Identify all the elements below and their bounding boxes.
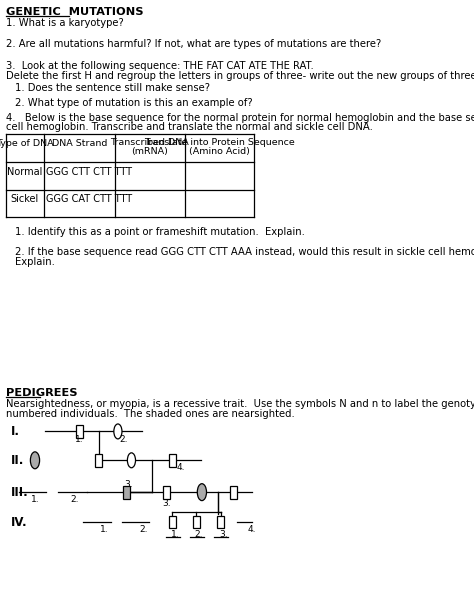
Text: 4.: 4.: [248, 525, 256, 534]
Text: 3.: 3.: [219, 530, 228, 539]
Bar: [76, 425, 83, 438]
Text: 3.: 3.: [124, 480, 133, 489]
Text: III.: III.: [11, 485, 29, 498]
Text: (Amino Acid): (Amino Acid): [189, 147, 250, 156]
Text: Translate into Protein Sequence: Translate into Protein Sequence: [144, 138, 295, 147]
Text: 1. Does the sentence still make sense?: 1. Does the sentence still make sense?: [16, 83, 210, 93]
Text: GGG CAT CTT TTT: GGG CAT CTT TTT: [46, 194, 132, 205]
Text: 2.: 2.: [119, 435, 128, 444]
Text: cell hemoglobin. Transcribe and translate the normal and sickle cell DNA.: cell hemoglobin. Transcribe and translat…: [6, 122, 373, 132]
Ellipse shape: [114, 424, 122, 439]
Text: PEDIGREES: PEDIGREES: [6, 387, 77, 398]
Text: Normal: Normal: [7, 167, 42, 177]
Text: 1. Identify this as a point or frameshift mutation.  Explain.: 1. Identify this as a point or frameshif…: [16, 227, 305, 237]
Bar: [169, 516, 176, 528]
Text: Delete the first H and regroup the letters in groups of three- write out the new: Delete the first H and regroup the lette…: [6, 71, 474, 81]
Text: 2. What type of mutation is this an example of?: 2. What type of mutation is this an exam…: [16, 98, 253, 108]
Text: 1. What is a karyotype?: 1. What is a karyotype?: [6, 18, 123, 28]
Bar: [163, 485, 170, 498]
Text: 3.  Look at the following sequence: THE FAT CAT ATE THE RAT.: 3. Look at the following sequence: THE F…: [6, 61, 313, 71]
Text: 4.   Below is the base sequence for the normal protein for normal hemoglobin and: 4. Below is the base sequence for the no…: [6, 113, 474, 123]
Bar: [193, 516, 200, 528]
Text: Explain.: Explain.: [16, 257, 55, 267]
Text: 2.: 2.: [195, 530, 203, 539]
Text: II.: II.: [11, 454, 25, 467]
Text: GENETIC  MUTATIONS: GENETIC MUTATIONS: [6, 7, 143, 17]
Text: I.: I.: [11, 425, 20, 438]
Ellipse shape: [30, 452, 40, 469]
Text: IV.: IV.: [11, 516, 28, 528]
Bar: [122, 485, 129, 498]
Text: 2.: 2.: [71, 495, 79, 504]
Text: Nearsightedness, or myopia, is a recessive trait.  Use the symbols N and n to la: Nearsightedness, or myopia, is a recessi…: [6, 398, 474, 409]
Text: DNA Strand: DNA Strand: [52, 139, 107, 148]
Text: Type of DNA: Type of DNA: [0, 139, 54, 148]
Text: Transcribed DNA: Transcribed DNA: [110, 138, 189, 147]
Ellipse shape: [128, 453, 136, 468]
Text: (mRNA): (mRNA): [131, 147, 168, 156]
Text: 4.: 4.: [177, 463, 185, 472]
Bar: [230, 485, 237, 498]
Text: 1.: 1.: [74, 435, 83, 444]
Bar: [218, 516, 224, 528]
Text: 1.: 1.: [100, 525, 109, 534]
Text: Sickel: Sickel: [10, 194, 39, 205]
Text: 1.: 1.: [171, 530, 179, 539]
Text: 3.: 3.: [162, 499, 171, 508]
Ellipse shape: [197, 484, 207, 501]
Text: 2.: 2.: [139, 525, 147, 534]
Text: 2. Are all mutations harmful? If not, what are types of mutations are there?: 2. Are all mutations harmful? If not, wh…: [6, 39, 381, 49]
Text: GGG CTT CTT TTT: GGG CTT CTT TTT: [46, 167, 132, 177]
Bar: [95, 454, 102, 466]
Text: 2. If the base sequence read GGG CTT CTT AAA instead, would this result in sickl: 2. If the base sequence read GGG CTT CTT…: [16, 247, 474, 257]
Bar: [169, 454, 176, 466]
Text: numbered individuals.  The shaded ones are nearsighted.: numbered individuals. The shaded ones ar…: [6, 408, 294, 419]
Text: 1.: 1.: [31, 495, 40, 504]
